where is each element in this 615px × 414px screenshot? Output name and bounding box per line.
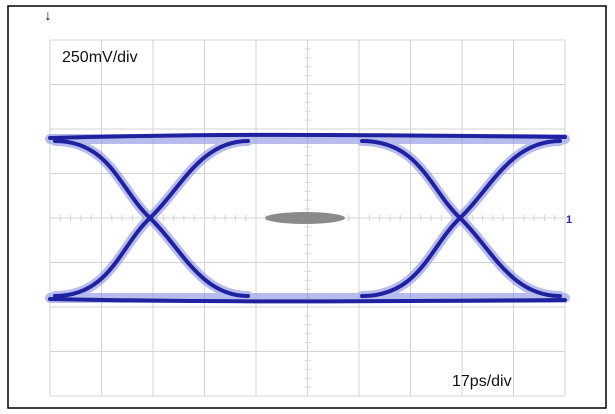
trigger-arrow: ↓ [45,7,52,23]
oscilloscope-screen: ↓ 1 250mV/div 17ps/div [0,0,615,414]
horizontal-scale: 17ps/div [452,373,512,390]
vertical-scale: 250mV/div [62,49,138,66]
noise-blob [265,212,345,224]
page: ↓ 1 250mV/div 17ps/div (() => { const da… [0,0,615,414]
channel-marker: 1 [566,214,572,226]
